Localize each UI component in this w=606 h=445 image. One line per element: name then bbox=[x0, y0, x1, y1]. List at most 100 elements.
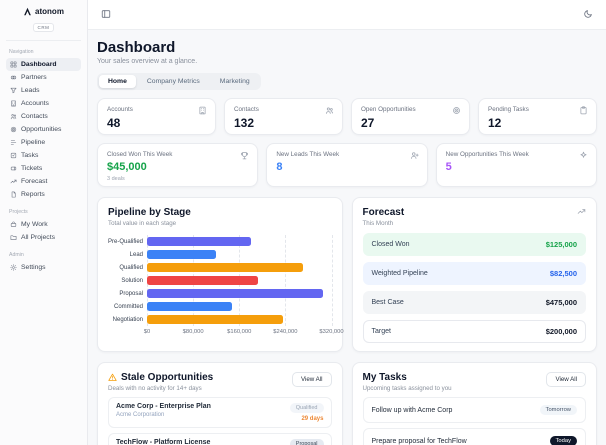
section-label-projects: Projects bbox=[9, 209, 28, 215]
clipboard-icon bbox=[579, 106, 588, 115]
sidebar-item-reports[interactable]: Reports bbox=[6, 188, 81, 201]
stage-badge: Proposal bbox=[289, 439, 324, 445]
tab-home[interactable]: Home bbox=[99, 75, 136, 88]
week-value: $45,000 bbox=[107, 161, 147, 173]
logo-subtitle: CRM bbox=[33, 23, 54, 32]
chart-bar-row bbox=[147, 300, 331, 313]
task-title: Prepare proposal for TechFlow bbox=[371, 437, 467, 445]
stat-value: 132 bbox=[234, 116, 255, 130]
chart-category-label: Proposal bbox=[119, 290, 144, 297]
trending-up-icon bbox=[577, 207, 586, 216]
logo-text: atonom bbox=[35, 7, 64, 16]
chart-x-tick: $160,000 bbox=[227, 329, 252, 335]
stat-card-contacts: Contacts 132 bbox=[224, 98, 343, 135]
theme-toggle-button[interactable] bbox=[581, 5, 595, 24]
week-card-closed-won-this-week: Closed Won This Week $45,000 3 deals bbox=[97, 143, 259, 187]
chart-bar-negotiation bbox=[147, 315, 284, 324]
task-title: Follow up with Acme Corp bbox=[371, 406, 453, 414]
tasks-view-all-button[interactable]: View All bbox=[546, 372, 586, 387]
grid-icon bbox=[10, 61, 17, 68]
chart-x-axis: $0 $80,000 $160,000 $240,000 $320,000 bbox=[143, 326, 344, 338]
forecast-row-label: Best Case bbox=[371, 299, 404, 306]
target-icon bbox=[10, 126, 17, 133]
chart-category-label: Qualified bbox=[119, 264, 144, 271]
section-label-navigation: Navigation bbox=[9, 49, 34, 55]
page-subtitle: Your sales overview at a glance. bbox=[97, 58, 198, 65]
week-sub: 3 deals bbox=[107, 176, 125, 182]
trophy-icon bbox=[240, 151, 249, 160]
tab-marketing[interactable]: Marketing bbox=[211, 75, 259, 88]
chart-category-label: Pre-Qualified bbox=[108, 238, 144, 245]
sidebar-item-tasks[interactable]: Tasks bbox=[6, 149, 81, 162]
sidebar-item-my-work[interactable]: My Work bbox=[6, 218, 81, 231]
week-label: New Leads This Week bbox=[276, 151, 340, 158]
chart-bar-row bbox=[147, 261, 331, 274]
users-icon bbox=[10, 113, 17, 120]
stale-item-acme-corp-enterprise-plan[interactable]: Acme Corp - Enterprise Plan Acme Corpora… bbox=[108, 397, 332, 428]
stale-item-techflow-platform-license[interactable]: TechFlow - Platform License TechFlow Sol… bbox=[108, 433, 332, 445]
forecast-rows: Closed Won $125,000 Weighted Pipeline $8… bbox=[362, 233, 586, 343]
sidebar-item-label: Leads bbox=[21, 87, 40, 94]
main-area: Dashboard Your sales overview at a glanc… bbox=[88, 0, 606, 445]
chart-x-tick: $80,000 bbox=[182, 329, 204, 335]
sidebar-item-accounts[interactable]: Accounts bbox=[6, 97, 81, 110]
tab-company-metrics[interactable]: Company Metrics bbox=[138, 75, 209, 88]
sidebar-item-pipeline[interactable]: Pipeline bbox=[6, 136, 81, 149]
chart-category-label: Negotiation bbox=[112, 316, 144, 323]
users-icon bbox=[325, 106, 334, 115]
chart-category-label: Solution bbox=[121, 277, 144, 284]
moon-icon bbox=[583, 7, 593, 22]
sidebar-item-partners[interactable]: Partners bbox=[6, 71, 81, 84]
sidebar-item-contacts[interactable]: Contacts bbox=[6, 110, 81, 123]
sidebar-item-label: Opportunities bbox=[21, 126, 62, 133]
my-tasks-panel: My Tasks Upcoming tasks assigned to you … bbox=[351, 362, 597, 445]
sidebar-item-label: Partners bbox=[21, 74, 47, 81]
stat-value: 48 bbox=[107, 116, 121, 130]
stale-view-all-button[interactable]: View All bbox=[291, 372, 332, 387]
sidebar-item-all-projects[interactable]: All Projects bbox=[6, 231, 81, 244]
stat-label: Pending Tasks bbox=[488, 106, 529, 113]
sidebar-item-opportunities[interactable]: Opportunities bbox=[6, 123, 81, 136]
task-item-follow-up-with-acme-corp[interactable]: Follow up with Acme Corp Tomorrow bbox=[362, 397, 586, 423]
forecast-row-label: Closed Won bbox=[371, 241, 410, 248]
forecast-row-label: Target bbox=[371, 328, 391, 335]
forecast-row-value: $125,000 bbox=[545, 240, 577, 249]
sidebar-item-settings[interactable]: Settings bbox=[6, 261, 81, 274]
forecast-row-closed-won: Closed Won $125,000 bbox=[362, 233, 586, 256]
task-item-prepare-proposal-for-techflow[interactable]: Prepare proposal for TechFlow Today bbox=[362, 428, 586, 445]
sidebar-nav: Navigation Dashboard Partners Leads Acco… bbox=[6, 49, 81, 274]
chart-category-label: Committed bbox=[114, 303, 144, 310]
topbar bbox=[88, 0, 606, 30]
chart-bar-qualified bbox=[147, 263, 303, 272]
task-due-badge: Today bbox=[549, 436, 577, 445]
chart-bar-row bbox=[147, 248, 331, 261]
handshake-icon bbox=[10, 74, 17, 81]
stale-days: 29 days bbox=[301, 416, 324, 422]
section-label-admin: Admin bbox=[9, 252, 24, 258]
opportunity-name: Acme Corp - Enterprise Plan bbox=[116, 403, 211, 410]
sidebar-item-dashboard[interactable]: Dashboard bbox=[6, 58, 81, 71]
sidebar-item-forecast[interactable]: Forecast bbox=[6, 175, 81, 188]
sidebar-item-leads[interactable]: Leads bbox=[6, 84, 81, 97]
sidebar-item-label: My Work bbox=[21, 221, 48, 228]
sidebar-item-label: Tickets bbox=[21, 165, 43, 172]
forecast-subtitle: This Month bbox=[362, 220, 394, 227]
logo-icon bbox=[23, 7, 32, 16]
sidebar-toggle-button[interactable] bbox=[99, 5, 113, 24]
sidebar-item-tickets[interactable]: Tickets bbox=[6, 162, 81, 175]
sidebar-item-label: Accounts bbox=[21, 100, 49, 107]
ticket-icon bbox=[10, 165, 17, 172]
sidebar-item-label: Tasks bbox=[21, 152, 39, 159]
stale-list: Acme Corp - Enterprise Plan Acme Corpora… bbox=[108, 397, 332, 445]
chart-x-tick: $0 bbox=[143, 329, 151, 335]
file-icon bbox=[10, 191, 17, 198]
pipeline-subtitle: Total value in each stage bbox=[108, 220, 177, 227]
pipeline-panel: Pipeline by Stage Total value in each st… bbox=[97, 197, 344, 352]
chart-bar-row bbox=[147, 274, 331, 287]
tasks-title: My Tasks bbox=[362, 372, 407, 383]
chart-category-labels: Pre-Qualified Lead Qualified Solution Propos… bbox=[108, 235, 147, 338]
chart-bar-row bbox=[147, 287, 331, 300]
chart-bar-committed bbox=[147, 302, 233, 311]
stat-card-open-opportunities: Open Opportunities 27 bbox=[351, 98, 470, 135]
week-card-new-leads-this-week: New Leads This Week 8 bbox=[266, 143, 428, 187]
